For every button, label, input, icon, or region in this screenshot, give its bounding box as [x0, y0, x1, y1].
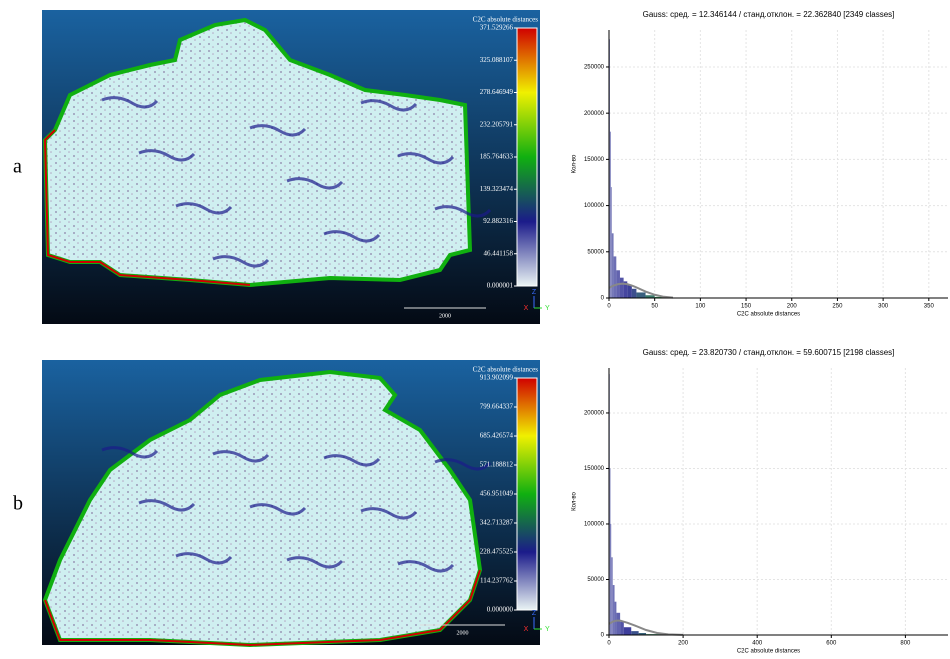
colorbar-title: C2C absolute distances [473, 366, 539, 374]
x-tick-label: 300 [878, 304, 889, 310]
y-tick-label: 200000 [584, 411, 605, 417]
colorbar-tick-label: 913.902099 [480, 374, 514, 382]
colorbar-tick-label: 371.529266 [480, 24, 514, 32]
colorbar-tick-label: 342.713287 [480, 519, 514, 527]
x-tick-label: 100 [695, 304, 706, 310]
scale-label: 2000 [457, 630, 469, 636]
axis-label: X [524, 305, 529, 312]
colorbar-tick-label: 325.088107 [480, 56, 514, 64]
x-tick-label: 200 [787, 304, 798, 310]
axis-label: Z [532, 610, 537, 617]
colorbar-tick-label: 278.646949 [480, 88, 514, 96]
colorbar-tick-label: 114.237762 [480, 577, 513, 585]
histogram-bar [620, 278, 624, 298]
y-tick-label: 100000 [584, 522, 605, 528]
colorbar-tick-label: 0.000000 [487, 606, 514, 614]
histogram-bar [610, 524, 611, 635]
axis-label: Y [545, 626, 550, 633]
histogram-bar [636, 292, 645, 298]
y-tick-label: 200000 [584, 111, 605, 117]
colorbar-title: C2C absolute distances [473, 16, 539, 24]
y-tick-label: 50000 [587, 249, 604, 255]
colorbar-tick-label: 685.426574 [480, 432, 514, 440]
histogram-bar [627, 285, 632, 298]
y-tick-label: 0 [601, 296, 605, 302]
colorbar [517, 28, 537, 286]
y-axis-label: Кол-во [572, 154, 578, 173]
histogram-bar [614, 256, 617, 298]
colorbar [517, 378, 537, 610]
histogram-bar [620, 622, 624, 635]
histogram-bar [610, 468, 611, 635]
figure: aC2C absolute distances371.529266325.088… [0, 0, 950, 654]
axis-label: Y [545, 305, 550, 312]
x-tick-label: 400 [752, 641, 763, 647]
scale-label: 2000 [439, 313, 451, 319]
x-tick-label: 250 [832, 304, 843, 310]
y-tick-label: 0 [601, 633, 605, 639]
chart-title: Gauss: сред. = 12.346144 / станд.отклон.… [643, 10, 895, 19]
colorbar-tick-label: 799.664337 [480, 403, 514, 411]
y-tick-label: 150000 [584, 466, 605, 472]
axis-label: X [524, 626, 529, 633]
x-tick-label: 350 [924, 304, 935, 310]
colorbar-tick-label: 571.188812 [480, 461, 514, 469]
histogram-bar [624, 627, 631, 635]
x-axis-label: C2C absolute distances [737, 649, 800, 654]
y-axis-label: Кол-во [572, 492, 578, 511]
x-tick-label: 150 [741, 304, 752, 310]
x-tick-label: 50 [651, 304, 658, 310]
colorbar-tick-label: 228.475525 [480, 548, 514, 556]
x-tick-label: 200 [678, 641, 689, 647]
histogram-bar [613, 585, 615, 635]
colorbar-tick-label: 185.764633 [480, 153, 514, 161]
panel-label: a [13, 156, 22, 178]
x-tick-label: 0 [607, 641, 611, 647]
x-tick-label: 0 [607, 304, 611, 310]
histogram-bar [610, 132, 611, 298]
colorbar-tick-label: 456.951049 [480, 490, 514, 498]
chart-title: Gauss: сред. = 23.820730 / станд.отклон.… [643, 348, 895, 357]
colorbar-tick-label: 139.323474 [480, 185, 514, 193]
histogram-bar [616, 613, 620, 635]
colorbar-tick-label: 46.441158 [484, 249, 514, 257]
y-tick-label: 50000 [587, 577, 604, 583]
colorbar-tick-label: 232.205791 [480, 120, 514, 128]
colorbar-tick-label: 92.882316 [483, 217, 513, 225]
x-tick-label: 800 [900, 641, 911, 647]
x-tick-label: 600 [826, 641, 837, 647]
panel-label: b [13, 493, 23, 515]
histogram-bar [632, 289, 637, 298]
y-tick-label: 150000 [584, 157, 605, 163]
y-tick-label: 100000 [584, 203, 605, 209]
axis-label: Z [532, 289, 537, 296]
x-axis-label: C2C absolute distances [737, 312, 800, 318]
histogram-bar [612, 233, 614, 298]
y-tick-label: 250000 [584, 65, 605, 71]
histogram-bar [631, 631, 638, 635]
histogram-bar [615, 602, 617, 635]
histogram-bar [611, 187, 612, 298]
colorbar-tick-label: 0.000001 [487, 282, 514, 290]
